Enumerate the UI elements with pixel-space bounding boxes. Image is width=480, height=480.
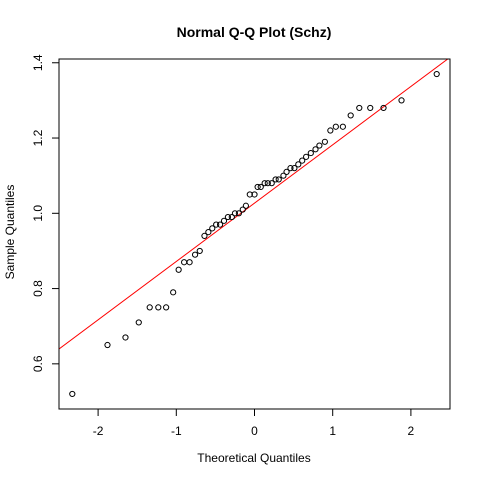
data-point (136, 320, 141, 325)
data-point (399, 98, 404, 103)
chart-title: Normal Q-Q Plot (Schz) (177, 24, 332, 40)
data-point (164, 305, 169, 310)
data-point (70, 391, 75, 396)
y-tick-label: 1.2 (31, 129, 45, 146)
data-point (333, 124, 338, 129)
x-tick-label: -2 (93, 424, 104, 438)
data-point (357, 105, 362, 110)
data-point (156, 305, 161, 310)
data-point (308, 150, 313, 155)
x-tick-label: 1 (329, 424, 336, 438)
data-point (322, 139, 327, 144)
x-tick-label: 2 (408, 424, 415, 438)
data-point (328, 128, 333, 133)
x-axis-label: Theoretical Quantiles (197, 451, 310, 465)
data-point (304, 154, 309, 159)
data-point (434, 71, 439, 76)
data-point (147, 305, 152, 310)
data-point (123, 335, 128, 340)
y-axis-label: Sample Quantiles (3, 185, 17, 280)
data-point (176, 267, 181, 272)
data-point (187, 260, 192, 265)
y-tick-label: 1.0 (31, 205, 45, 222)
data-point (171, 290, 176, 295)
y-tick-label: 0.6 (31, 355, 45, 372)
plot-frame (59, 59, 450, 409)
y-tick-label: 0.8 (31, 280, 45, 297)
data-point (192, 252, 197, 257)
data-point (105, 342, 110, 347)
data-point (197, 248, 202, 253)
data-point (317, 143, 322, 148)
x-tick-label: 0 (251, 424, 258, 438)
data-point (182, 260, 187, 265)
data-point (368, 105, 373, 110)
data-point (243, 203, 248, 208)
data-point (340, 124, 345, 129)
data-point (276, 177, 281, 182)
data-point (348, 113, 353, 118)
x-tick-label: -1 (171, 424, 182, 438)
y-tick-label: 1.4 (31, 54, 45, 71)
qq-reference-line (0, 0, 480, 407)
